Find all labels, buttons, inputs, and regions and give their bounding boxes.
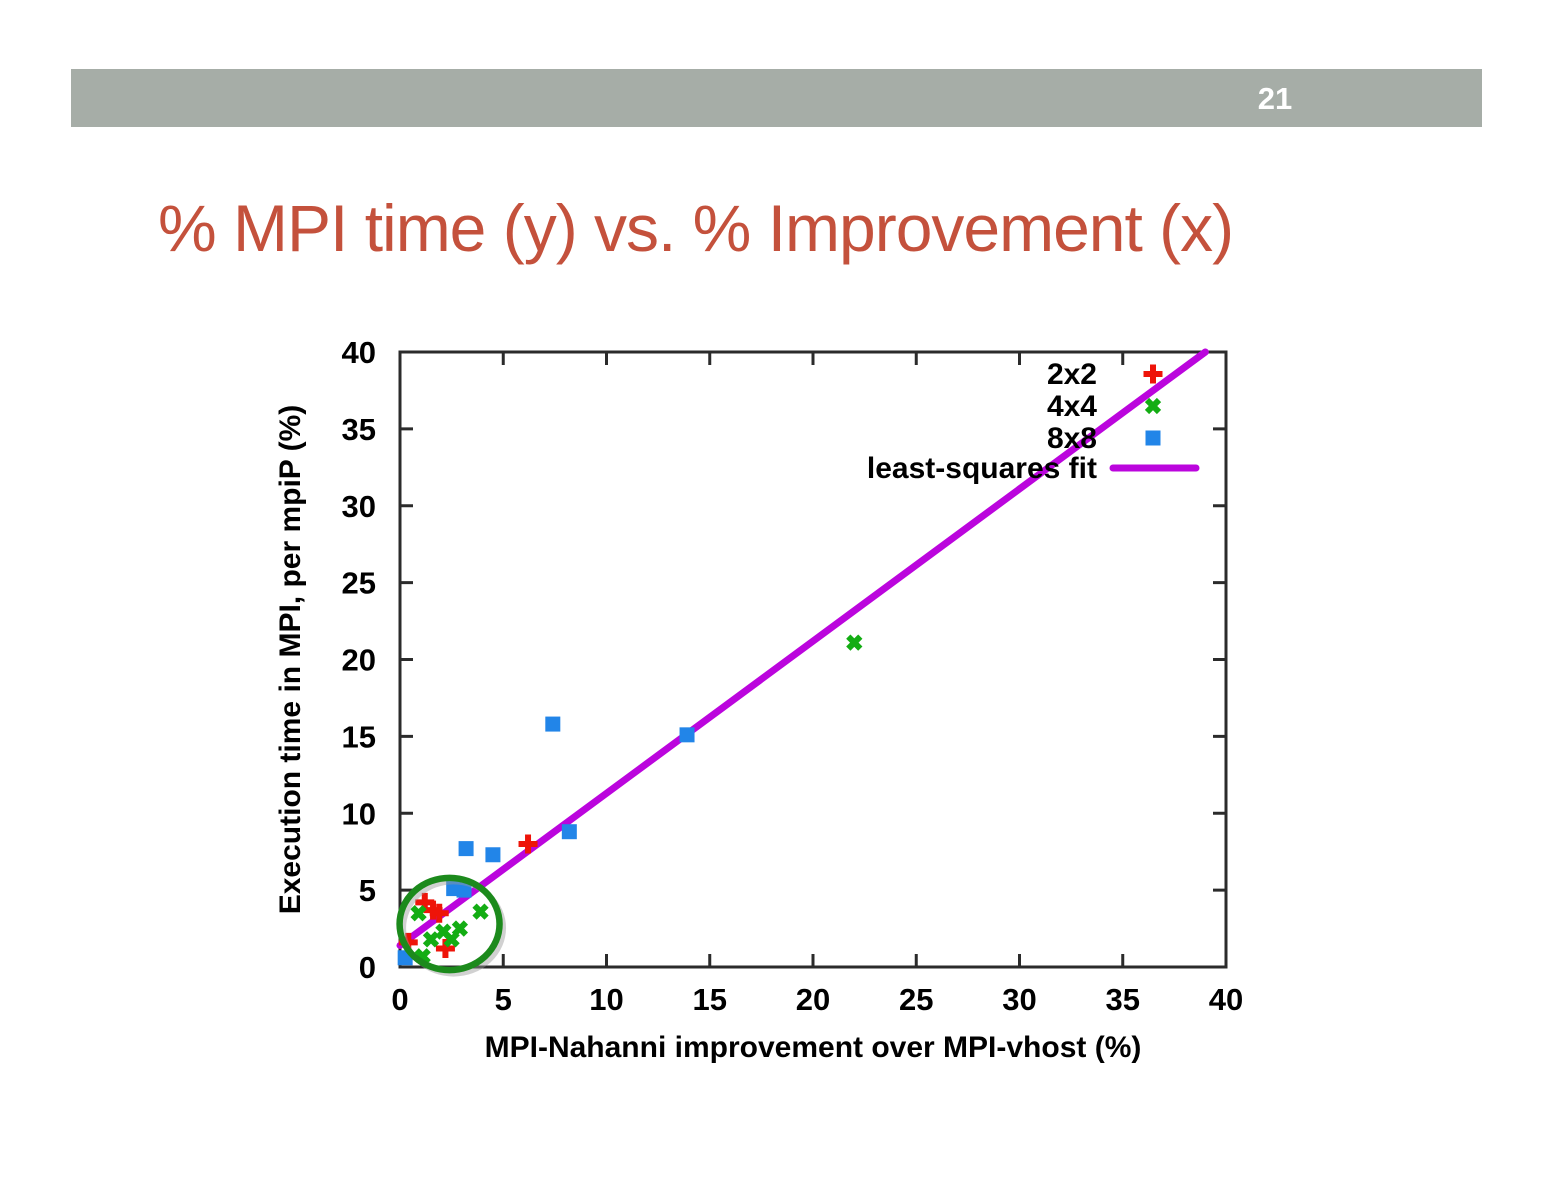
data-point-4x4 (451, 920, 469, 937)
y-tick-label: 5 (359, 873, 376, 908)
y-tick-label: 15 (342, 719, 376, 754)
x-tick-label: 5 (495, 982, 512, 1017)
y-tick-label: 35 (342, 412, 376, 447)
header-bar (71, 69, 1482, 127)
data-point-8x8 (561, 824, 577, 840)
y-tick-label: 30 (342, 489, 376, 524)
slide-title: % MPI time (y) vs. % Improvement (x) (158, 191, 1234, 265)
x-tick-label: 25 (899, 982, 933, 1017)
data-point-8x8 (679, 727, 695, 743)
data-point-4x4 (472, 903, 489, 920)
data-point-8x8 (456, 882, 472, 898)
data-point-4x4 (846, 634, 863, 651)
legend-marker-8x8 (1145, 430, 1161, 446)
legend-label-least-squares-fit: least-squares fit (867, 452, 1097, 485)
y-tick-label: 40 (342, 335, 376, 370)
annotation-ellipse-shadow (401, 879, 507, 977)
data-point-8x8 (458, 841, 474, 857)
data-point-2x2 (518, 834, 538, 854)
legend-marker-4x4 (1144, 397, 1162, 415)
x-tick-label: 15 (693, 982, 727, 1017)
plot-border (398, 350, 1228, 969)
data-point-4x4 (410, 905, 427, 922)
data-point-8x8 (545, 716, 561, 732)
data-point-2x2 (429, 903, 449, 923)
x-tick-label: 40 (1209, 982, 1243, 1017)
y-tick-label: 25 (342, 566, 376, 601)
legend-label-2x2: 2x2 (1047, 358, 1097, 391)
x-tick-label: 20 (796, 982, 830, 1017)
page-number: 21 (1257, 81, 1293, 116)
x-tick-label: 10 (589, 982, 623, 1017)
x-tick-label: 0 (391, 982, 408, 1017)
x-tick-label: 30 (1002, 982, 1036, 1017)
y-axis-label: Execution time in MPI, per mpiP (%) (274, 405, 307, 915)
legend-marker-2x2 (1143, 364, 1163, 384)
data-point-4x4 (422, 931, 440, 948)
legend-label-8x8: 8x8 (1047, 422, 1097, 455)
x-tick-label: 35 (1106, 982, 1140, 1017)
y-tick-label: 0 (359, 950, 376, 985)
y-tick-label: 20 (342, 643, 376, 678)
y-tick-label: 10 (342, 796, 376, 831)
x-axis-label: MPI-Nahanni improvement over MPI-vhost (… (485, 1031, 1142, 1064)
legend-label-4x4: 4x4 (1047, 390, 1097, 423)
annotation-ellipse (396, 874, 503, 974)
data-point-8x8 (485, 847, 501, 863)
